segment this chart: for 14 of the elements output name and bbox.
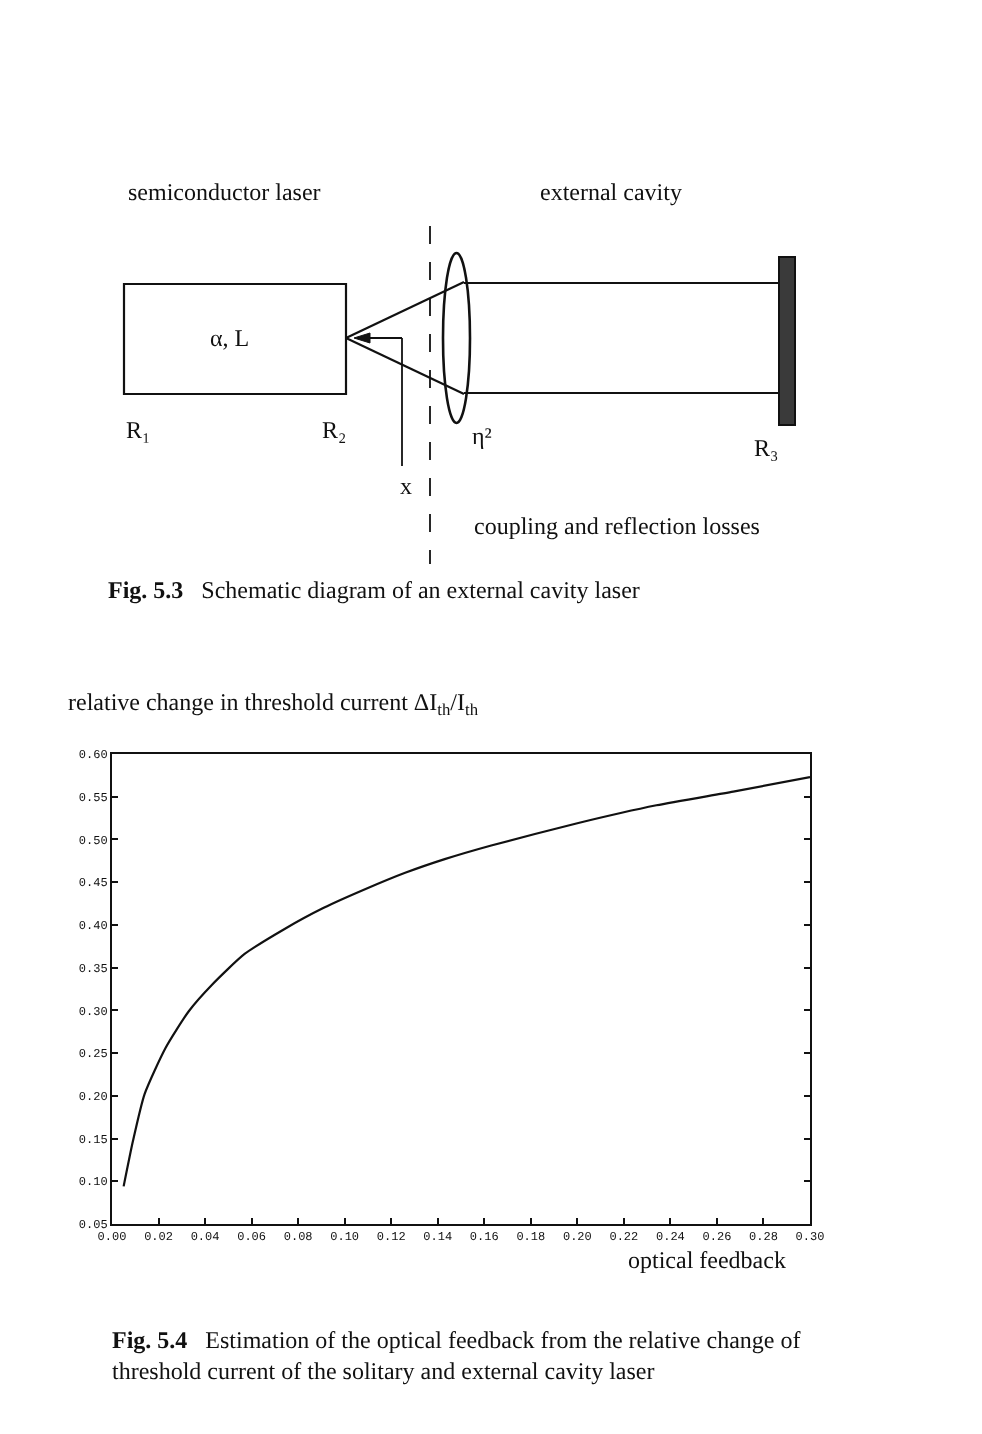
text: R₁ [126, 416, 151, 444]
y-axis-title: relative change in threshold current ΔI$_{th}$/I$_{th}$ [68, 688, 480, 720]
text: coupling and reflection losses [474, 512, 761, 540]
text: Schematic diagram of an external cavity laser [201, 576, 640, 604]
text: η² [472, 422, 493, 450]
x-axis-title: optical feedback [628, 1246, 786, 1274]
text: R₃ [754, 434, 779, 462]
caption: Fig. 5.4 [112, 1326, 188, 1354]
text: R₂ [322, 416, 347, 444]
text: external cavity [540, 178, 682, 206]
text: x [400, 472, 412, 500]
text: α, L [210, 324, 250, 352]
caption: Fig. 5.3 [108, 576, 184, 604]
text: semiconductor laser [128, 178, 321, 206]
